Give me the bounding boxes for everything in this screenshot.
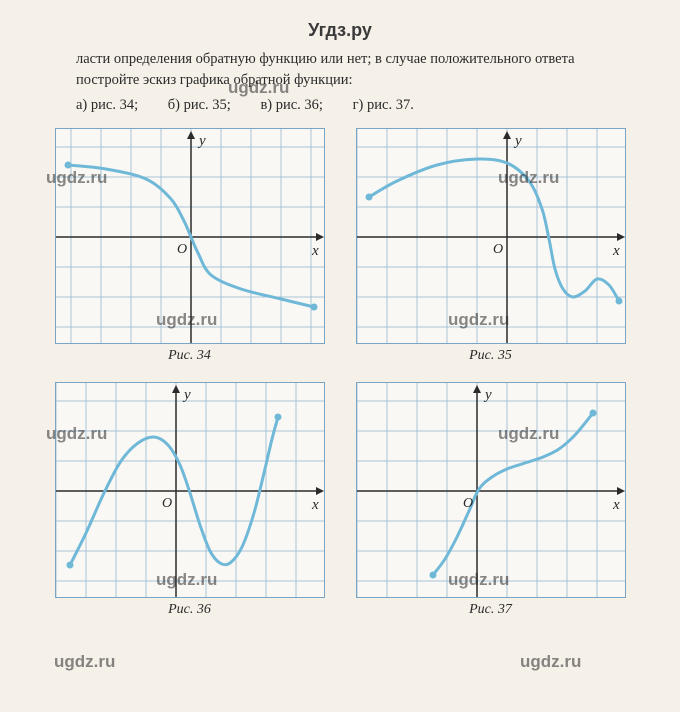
caption-34: Рис. 34 xyxy=(50,348,329,364)
svg-text:x: x xyxy=(311,243,319,259)
option-b: б) рис. 35; xyxy=(168,97,231,113)
svg-text:x: x xyxy=(612,243,620,259)
caption-36: Рис. 36 xyxy=(50,602,329,618)
option-d: г) рис. 37. xyxy=(353,97,414,113)
option-a: а) рис. 34; xyxy=(76,97,138,113)
figure-36: Ox y Рис. 36 xyxy=(50,382,329,618)
watermark: ugdz.ru xyxy=(54,652,115,672)
question-text: ласти определения обратную функцию или н… xyxy=(40,49,640,91)
svg-text:O: O xyxy=(177,242,187,257)
svg-text:y: y xyxy=(197,133,206,149)
chart-35: Ox y xyxy=(356,128,626,344)
chart-34: Ox y xyxy=(55,128,325,344)
option-c: в) рис. 36; xyxy=(260,97,323,113)
figure-37: Ox y Рис. 37 xyxy=(351,382,630,618)
caption-37: Рис. 37 xyxy=(351,602,630,618)
svg-text:O: O xyxy=(463,496,473,511)
svg-text:x: x xyxy=(612,497,620,513)
question-options: а) рис. 34; б) рис. 35; в) рис. 36; г) р… xyxy=(40,97,640,114)
chart-36: Ox y xyxy=(55,382,325,598)
site-header: Угдз.ру xyxy=(40,20,640,41)
caption-35: Рис. 35 xyxy=(351,348,630,364)
svg-text:y: y xyxy=(182,387,191,403)
svg-text:y: y xyxy=(483,387,492,403)
svg-text:O: O xyxy=(162,496,172,511)
figure-35: Ox y Рис. 35 xyxy=(351,128,630,364)
svg-text:y: y xyxy=(513,133,522,149)
figure-grid: Ox y Рис. 34 Ox y Рис. 35 Ox y Рис. 36 Ox y … xyxy=(40,128,640,618)
svg-text:x: x xyxy=(311,497,319,513)
svg-text:O: O xyxy=(493,242,503,257)
chart-37: Ox y xyxy=(356,382,626,598)
figure-34: Ox y Рис. 34 xyxy=(50,128,329,364)
watermark: ugdz.ru xyxy=(520,652,581,672)
